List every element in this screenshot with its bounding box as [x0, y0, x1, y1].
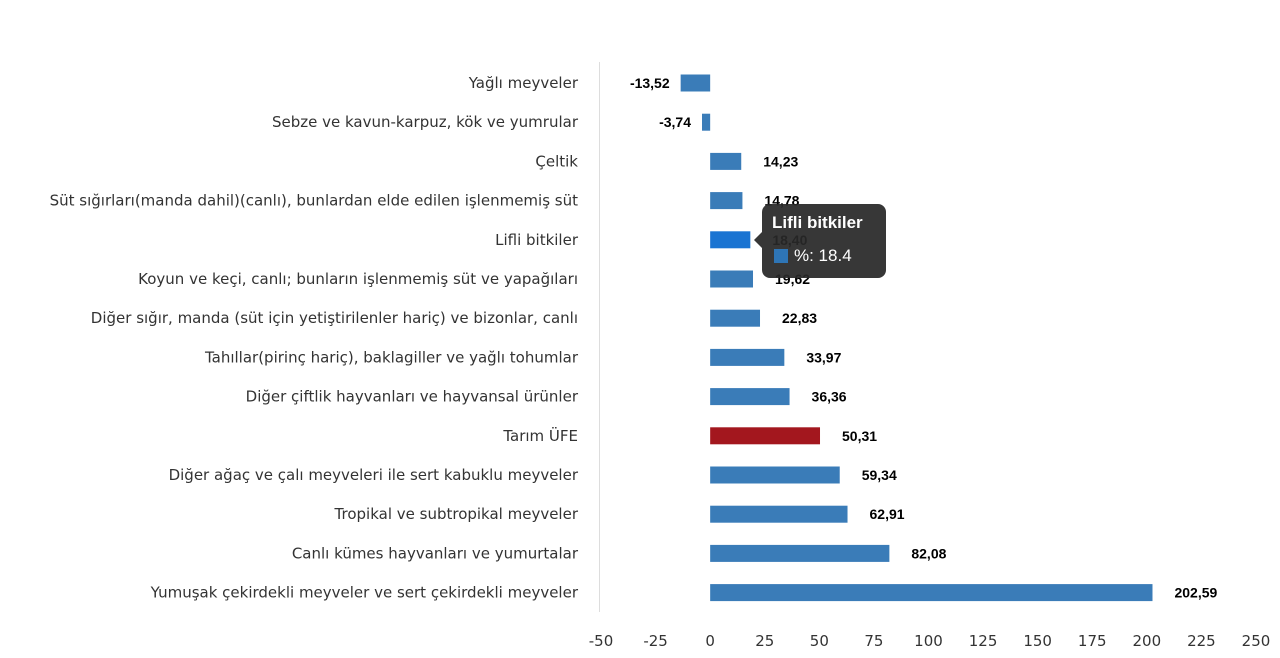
bar	[702, 113, 711, 131]
tooltip-value: %: 18.4	[794, 246, 852, 265]
category-label: Diğer çiftlik hayvanları ve hayvansal ür…	[246, 388, 579, 406]
x-tick-label: 0	[705, 632, 715, 650]
bar	[710, 544, 890, 562]
x-tick-label: 100	[914, 632, 943, 650]
tooltip-swatch	[774, 249, 788, 263]
tooltip: Lifli bitkiler %: 18.4	[754, 204, 886, 278]
data-label: 62,91	[870, 506, 905, 522]
x-tick-label: 150	[1023, 632, 1052, 650]
data-label: 202,59	[1174, 585, 1217, 601]
bar	[710, 348, 785, 366]
bar	[710, 505, 848, 523]
bar	[710, 152, 742, 170]
x-tick-label: 75	[864, 632, 883, 650]
bar	[710, 270, 754, 288]
category-label: Çeltik	[535, 152, 578, 170]
tooltip-title: Lifli bitkiler	[772, 213, 863, 232]
category-label: Süt sığırları(manda dahil)(canlı), bunla…	[50, 192, 578, 210]
x-tick-label: 200	[1133, 632, 1162, 650]
bar	[710, 584, 1153, 602]
data-label: -3,74	[659, 114, 691, 130]
data-label: 36,36	[812, 389, 847, 405]
category-label: Lifli bitkiler	[495, 231, 579, 249]
category-label: Tarım ÜFE	[502, 426, 578, 445]
x-tick-label: 225	[1187, 632, 1216, 650]
data-label: 82,08	[911, 545, 946, 561]
bar	[710, 231, 751, 249]
category-label: Tropikal ve subtropikal meyveler	[334, 505, 579, 523]
category-label: Sebze ve kavun-karpuz, kök ve yumrular	[272, 113, 579, 131]
x-tick-label: 50	[810, 632, 829, 650]
bar	[680, 74, 711, 92]
x-tick-label: 250	[1242, 632, 1271, 650]
data-label: -13,52	[630, 75, 670, 91]
category-label: Canlı kümes hayvanları ve yumurtalar	[292, 544, 579, 562]
data-label: 33,97	[806, 349, 841, 365]
data-label: 22,83	[782, 310, 817, 326]
bar	[710, 466, 840, 484]
category-label: Diğer sığır, manda (süt için yetiştirile…	[91, 309, 578, 327]
data-label: 14,23	[763, 153, 798, 169]
bar	[710, 427, 821, 445]
category-label: Koyun ve keçi, canlı; bunların işlenmemi…	[138, 270, 578, 288]
bar	[710, 388, 790, 406]
x-tick-label: 25	[755, 632, 774, 650]
x-tick-label: -50	[589, 632, 614, 650]
x-tick-label: -25	[643, 632, 668, 650]
category-label: Yumuşak çekirdekli meyveler ve sert çeki…	[150, 584, 579, 602]
category-label: Yağlı meyveler	[468, 74, 579, 92]
x-tick-label: 175	[1078, 632, 1107, 650]
data-label: 59,34	[862, 467, 897, 483]
data-label: 50,31	[842, 428, 877, 444]
category-label: Diğer ağaç ve çalı meyveleri ile sert ka…	[169, 466, 579, 484]
bar	[710, 192, 743, 210]
bar	[710, 309, 761, 327]
category-label: Tahıllar(pirinç hariç), baklagiller ve y…	[204, 348, 579, 366]
x-tick-label: 125	[969, 632, 998, 650]
